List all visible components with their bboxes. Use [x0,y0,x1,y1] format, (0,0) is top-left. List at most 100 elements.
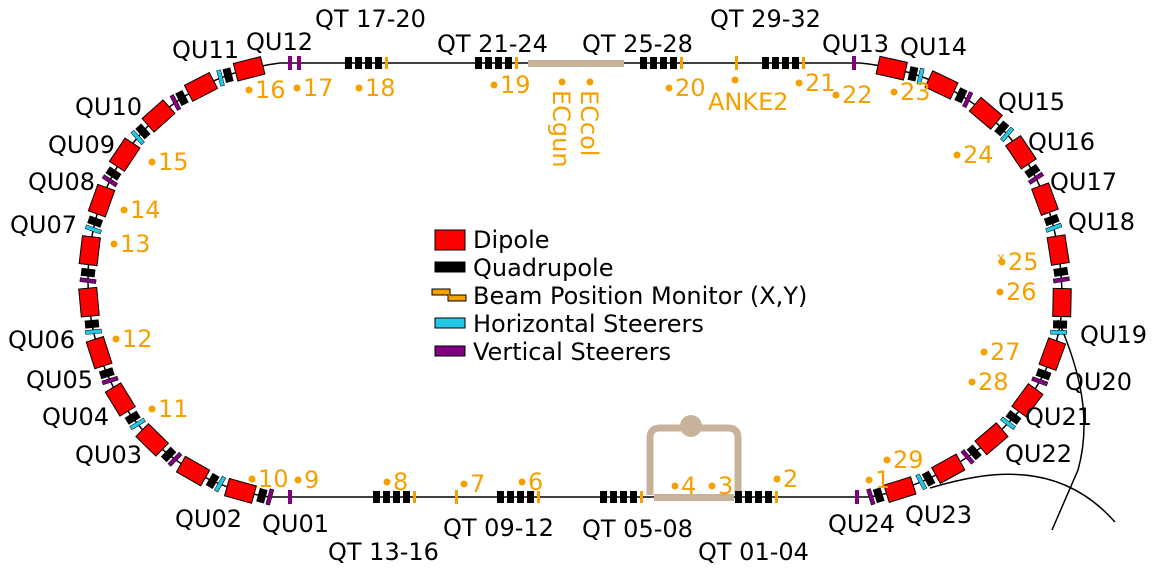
bpm-dot [248,475,256,483]
quadrupole [1035,368,1052,381]
quadrupole [1043,213,1060,227]
bpm-dot [110,240,118,248]
bpm-label: 16 [255,76,286,104]
horizontal-steerer [85,328,102,335]
bpm-dot [671,482,679,490]
bpm-dot [112,335,120,343]
quadrupole [610,491,617,503]
magnet-label: QU14 [900,33,967,61]
horizontal-steerer [216,69,225,87]
quadrupole [762,57,769,69]
bpm-label: 13 [120,230,151,258]
horizontal-steerer [130,129,145,146]
magnet-label: QU23 [905,501,972,529]
bpm [680,57,683,69]
device-label: ECgun [547,90,575,168]
quadrupole [954,87,968,104]
bpm-label: 4 [681,472,696,500]
magnet-label: QT 01-04 [698,538,809,566]
dipole [108,137,141,173]
quadrupole [745,491,752,503]
legend-swatch [431,288,467,302]
quadrupole [670,57,677,69]
quadrupole [735,491,742,503]
dipole [85,335,113,370]
dipole [1046,234,1070,266]
magnet-label: QU01 [262,510,329,538]
bpm-dot [865,476,873,484]
bpm-label: 2 [783,465,798,493]
components [78,55,1072,506]
quadrupole [755,491,762,503]
bpm-dot [490,81,498,89]
magnet-label: QT 05-08 [582,515,693,543]
horizontal-steerer [1050,329,1067,335]
dipole [135,422,170,457]
bpm-label: 21 [805,69,836,97]
bpm-dot [708,482,716,490]
bpm-label: 24 [963,141,994,169]
magnet-label: QU08 [28,168,95,196]
magnet-label: QU05 [26,366,93,394]
bpm-dot [890,88,898,96]
bpm-dot [832,91,840,99]
magnet-label: QU18 [1068,208,1135,236]
bpm-dot [383,478,391,486]
dipole [141,99,176,133]
quadrupole [485,57,492,69]
bpm-dot [558,78,566,86]
steerer [852,56,856,70]
bpm-label: 12 [122,325,153,353]
anke-section [654,494,734,501]
vertical-steerer [79,277,97,284]
bpm-label: 10 [258,465,289,493]
dipole [104,382,136,417]
quadrupole [640,57,647,69]
dipole [87,183,116,218]
vertical-steerer [962,91,974,109]
quadrupole [907,66,919,82]
dipole [183,71,219,103]
quadrupole [87,215,104,228]
bpm-label: 26 [1006,278,1037,306]
dipole [1004,135,1037,170]
quadrupole [782,57,789,69]
dipole [78,286,100,318]
quadrupole [966,444,982,461]
dipole [968,96,1004,130]
dipole [1038,337,1067,372]
quadrupole [1024,163,1041,179]
magnet-label: QT 25-28 [582,30,693,58]
dipole [930,453,966,485]
bpm [802,57,805,69]
legend-label: Horizontal Steerers [473,310,704,338]
quadrupole [373,491,380,503]
bpm-label: 22 [842,81,873,109]
bpm-dot [586,78,594,86]
magnet-label: QU03 [75,441,142,469]
dipole [875,55,908,81]
bpm-label: 17 [303,74,334,102]
quadrupole [124,410,141,425]
bpm-label: 25 [1008,248,1039,276]
dipole [223,477,257,504]
bpm-label: 3 [718,472,733,500]
quadrupole [1005,410,1022,425]
legend-label: Dipole [473,226,550,254]
legend-swatch [434,317,466,329]
magnet-label: QT 17-20 [315,5,426,33]
vertical-steerer [866,488,876,506]
magnet-label: QT 13-16 [328,538,439,566]
marker: x [997,251,1005,266]
bpm-label: 8 [393,468,408,496]
magnet-label: QU09 [48,131,115,159]
quadrupole [620,491,627,503]
horizontal-steerer [213,475,227,493]
magnet-label: QT 29-32 [710,5,821,33]
dipole [1052,287,1072,318]
magnet-label: QU22 [1005,440,1072,468]
bpm [385,57,388,69]
